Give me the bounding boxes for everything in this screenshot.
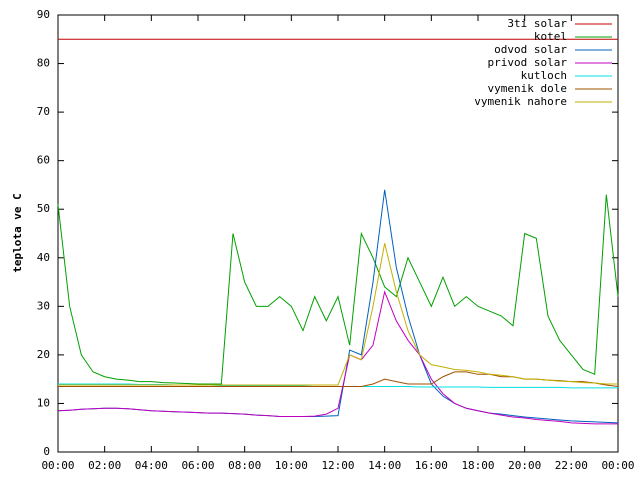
y-tick-label: 80 [37, 57, 50, 70]
x-tick-label: 14:00 [368, 459, 401, 472]
y-tick-label: 20 [37, 348, 50, 361]
y-tick-label: 90 [37, 8, 50, 21]
x-tick-label: 20:00 [508, 459, 541, 472]
legend-label: 3ti solar [507, 17, 567, 30]
x-tick-label: 00:00 [41, 459, 74, 472]
y-tick-label: 70 [37, 105, 50, 118]
series-line [58, 243, 618, 386]
x-tick-label: 00:00 [601, 459, 634, 472]
x-tick-label: 02:00 [88, 459, 121, 472]
legend-label: vymenik nahore [474, 95, 567, 108]
x-tick-label: 12:00 [321, 459, 354, 472]
series-line [57, 290, 618, 425]
legend-label: kutloch [521, 69, 567, 82]
legend-label: vymenik dole [488, 82, 567, 95]
y-tick-label: 0 [43, 445, 50, 458]
x-tick-label: 04:00 [135, 459, 168, 472]
legend-label: kotel [534, 30, 567, 43]
y-axis-label: teplota ve C [11, 193, 24, 272]
legend-label: odvod solar [494, 43, 567, 56]
x-tick-label: 22:00 [555, 459, 588, 472]
x-tick-label: 16:00 [415, 459, 448, 472]
y-tick-label: 10 [37, 396, 50, 409]
x-tick-label: 08:00 [228, 459, 261, 472]
series-line [57, 194, 619, 385]
y-tick-label: 40 [37, 251, 50, 264]
y-tick-label: 50 [37, 202, 50, 215]
x-tick-label: 06:00 [181, 459, 214, 472]
y-tick-label: 60 [37, 154, 50, 167]
legend-label: privod solar [488, 56, 568, 69]
x-tick-label: 10:00 [275, 459, 308, 472]
y-tick-label: 30 [37, 299, 50, 312]
x-tick-label: 18:00 [461, 459, 494, 472]
